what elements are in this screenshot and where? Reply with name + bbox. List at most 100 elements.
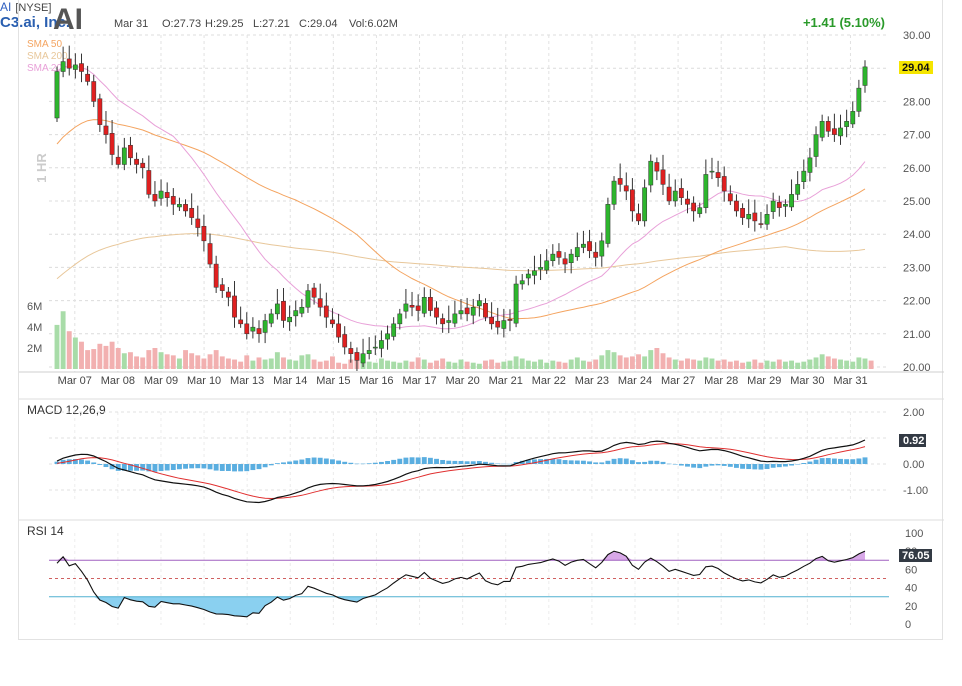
volume-bar bbox=[538, 359, 544, 369]
candle-down bbox=[727, 193, 733, 202]
macd-hist-bar bbox=[434, 458, 439, 464]
volume-bar bbox=[660, 353, 666, 369]
candle-down bbox=[115, 156, 121, 165]
price-tick-label: 27.00 bbox=[903, 130, 931, 142]
macd-hist-bar bbox=[721, 464, 727, 466]
volume-bar bbox=[519, 358, 525, 369]
candle-down bbox=[152, 194, 158, 202]
volume-bar bbox=[281, 357, 286, 369]
volume-bar bbox=[734, 360, 739, 369]
candle-down bbox=[189, 208, 195, 218]
date-tick-label: Mar 08 bbox=[101, 375, 135, 387]
candle-down bbox=[207, 243, 213, 265]
candle-down bbox=[740, 208, 745, 218]
date-tick-label: Mar 14 bbox=[273, 375, 307, 387]
price-change: +1.41 (5.10%) bbox=[803, 15, 885, 30]
macd-hist-bar bbox=[844, 459, 850, 464]
candle-up bbox=[801, 170, 807, 182]
candle-up bbox=[458, 310, 464, 315]
candle-down bbox=[256, 328, 262, 335]
volume-bar bbox=[238, 361, 244, 369]
volume-bars: 6M 4M 2M bbox=[27, 301, 874, 369]
legend-sma-50: SMA 50 bbox=[27, 39, 62, 50]
volume-bar bbox=[831, 358, 837, 369]
macd-hist-bar bbox=[709, 464, 715, 466]
macd-hist-bar bbox=[109, 464, 115, 470]
macd-hist-bar bbox=[611, 458, 617, 464]
candle-down bbox=[342, 334, 348, 348]
candle-down bbox=[630, 189, 635, 212]
candle-down bbox=[66, 58, 72, 69]
macd-hist-bar bbox=[562, 460, 568, 464]
date-tick-label: Mar 13 bbox=[230, 375, 264, 387]
volume-bar bbox=[207, 354, 213, 369]
candle-up bbox=[158, 190, 164, 199]
macd-hist-bar bbox=[568, 460, 574, 464]
macd-hist-bar bbox=[195, 464, 201, 469]
volume-bar bbox=[152, 348, 158, 369]
volume-bar bbox=[574, 357, 580, 369]
price-axis: 30.0029.0028.0027.0026.0025.0024.0023.00… bbox=[903, 30, 931, 374]
candle-down bbox=[660, 169, 666, 185]
candle-up bbox=[470, 306, 476, 316]
candle-up bbox=[391, 323, 397, 337]
volume-bar bbox=[409, 361, 415, 369]
candle-up bbox=[501, 320, 507, 329]
candle-up bbox=[850, 111, 856, 125]
candle-up bbox=[544, 260, 550, 271]
date-tick-label: Mar 20 bbox=[446, 375, 480, 387]
volume-bar bbox=[170, 355, 176, 369]
candle-up bbox=[581, 243, 586, 248]
volume-bar bbox=[727, 361, 733, 369]
volume-bar bbox=[323, 360, 329, 369]
footer-exchange: [NYSE] bbox=[15, 2, 52, 14]
company-name[interactable]: C3.ai, Inc. bbox=[0, 14, 71, 31]
volume-bar bbox=[244, 355, 250, 369]
volume-bar bbox=[128, 352, 133, 369]
macd-hist-bar bbox=[348, 462, 354, 464]
sma-20-line bbox=[56, 65, 866, 330]
volume-bar bbox=[782, 361, 788, 369]
volume-bar bbox=[807, 359, 813, 369]
macd-hist-bar bbox=[617, 458, 623, 464]
macd-hist-bar bbox=[666, 463, 672, 465]
macd-hist-bar bbox=[256, 464, 262, 470]
volume-bar bbox=[599, 355, 605, 369]
volume-bar bbox=[489, 359, 495, 369]
price-tick-label: 30.00 bbox=[903, 30, 931, 42]
volume-bar bbox=[342, 363, 348, 369]
candle-down bbox=[134, 158, 139, 165]
rsi-axis: 100806040200 bbox=[905, 528, 923, 631]
volume-bar bbox=[691, 359, 697, 369]
candle-down bbox=[415, 305, 421, 311]
legend-sma-200: SMA 200 bbox=[27, 51, 68, 62]
candle-down bbox=[109, 133, 115, 155]
macd-hist-bar bbox=[427, 457, 433, 464]
footer-symbol-link[interactable]: AI bbox=[0, 0, 12, 14]
candle-up bbox=[476, 300, 482, 307]
volume-bar bbox=[476, 363, 482, 369]
macd-hist-bar bbox=[813, 459, 819, 464]
candle-up bbox=[574, 247, 580, 258]
macd-hist-bar bbox=[678, 464, 684, 466]
macd-hist-bar bbox=[513, 462, 519, 464]
macd-hist-bar bbox=[856, 458, 862, 464]
candle-up bbox=[54, 71, 60, 119]
macd-hist-bar bbox=[507, 463, 513, 465]
rsi-tick-label: 60 bbox=[905, 564, 917, 576]
candle-up bbox=[268, 313, 274, 324]
macd-hist-bar bbox=[770, 464, 776, 468]
date-tick-label: Mar 23 bbox=[575, 375, 609, 387]
volume-bar bbox=[470, 362, 476, 369]
macd-hist-bar bbox=[140, 464, 146, 471]
candle-up bbox=[372, 346, 378, 349]
macd-hist-bar bbox=[495, 463, 501, 465]
macd-axis: 2.001.000.00-1.00 bbox=[903, 407, 928, 497]
volume-bar bbox=[336, 362, 342, 369]
candle-up bbox=[538, 267, 543, 270]
volume-bar bbox=[268, 358, 274, 369]
macd-tick-label: 2.00 bbox=[903, 407, 924, 419]
macd-hist-bar bbox=[238, 464, 244, 472]
volume-bar bbox=[317, 361, 323, 369]
macd-hist-bar bbox=[342, 461, 348, 464]
